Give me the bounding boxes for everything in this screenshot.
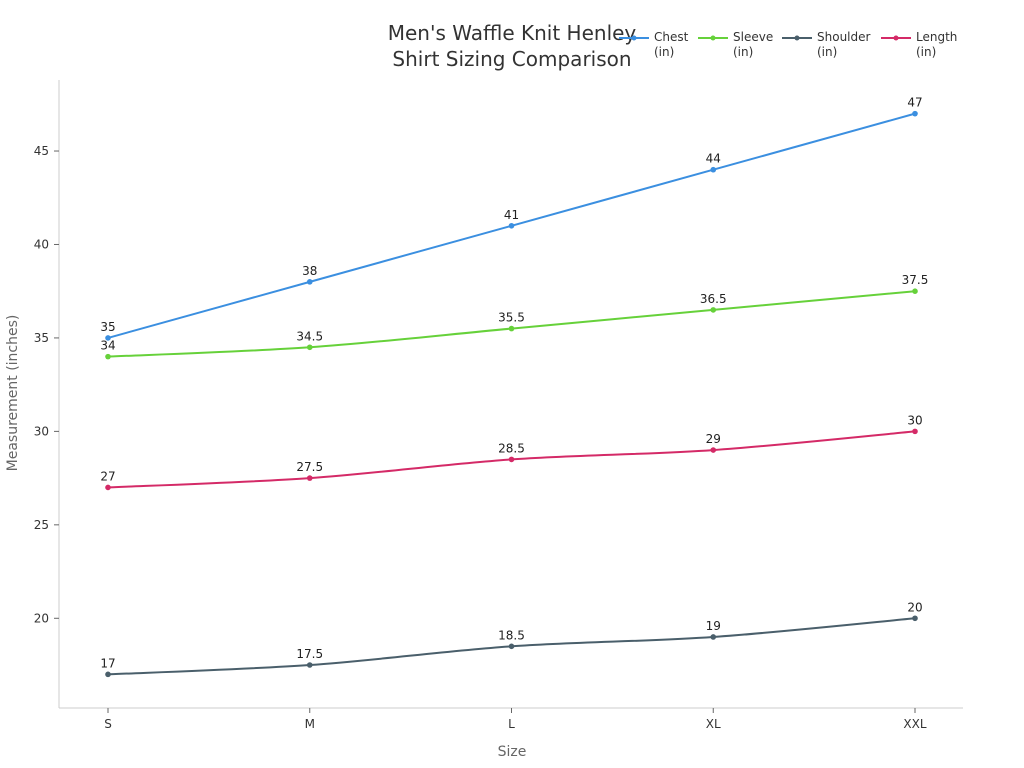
y-tick-label: 35 (34, 331, 49, 345)
data-label-length: 29 (706, 432, 721, 446)
data-label-length: 30 (907, 413, 922, 427)
data-label-sleeve: 36.5 (700, 292, 727, 306)
legend-unit-chest: (in) (654, 45, 675, 59)
data-label-length: 28.5 (498, 441, 525, 455)
series-layer: 35 38 41 44 47 34 34.5 35.5 36.5 37.5 17 17.5 18.5 19… (100, 96, 928, 678)
legend-unit-shoulder: (in) (817, 45, 838, 59)
x-tick-label: M (305, 717, 315, 731)
data-label-shoulder: 17 (100, 656, 115, 670)
chart-title-line-2: Shirt Sizing Comparison (392, 47, 632, 71)
data-point-sleeve[interactable] (710, 307, 717, 313)
data-label-chest: 41 (504, 208, 519, 222)
y-tick-label: 25 (34, 518, 49, 532)
legend-swatch-chest (619, 35, 649, 41)
data-point-length[interactable] (306, 475, 313, 481)
data-label-chest: 44 (706, 152, 721, 166)
x-tick-label: XL (706, 717, 721, 731)
data-point-shoulder[interactable] (508, 643, 515, 650)
data-label-sleeve: 35.5 (498, 311, 525, 325)
chart-title: Men's Waffle Knit Henley Shirt Sizing Co… (362, 20, 662, 72)
y-tick-label: 30 (34, 424, 49, 438)
data-point-chest[interactable] (105, 335, 111, 341)
data-point-shoulder[interactable] (105, 671, 111, 678)
legend-unit-sleeve: (in) (733, 45, 754, 59)
series-chest: 35 38 41 44 47 (100, 96, 923, 341)
data-point-sleeve[interactable] (306, 344, 313, 351)
x-tick-label: S (104, 717, 112, 731)
data-point-sleeve[interactable] (912, 288, 918, 295)
legend-unit-length: (in) (916, 45, 937, 59)
data-point-sleeve[interactable] (105, 353, 111, 360)
legend-label-sleeve: Sleeve (733, 30, 774, 44)
data-label-shoulder: 19 (706, 619, 721, 633)
data-point-sleeve[interactable] (508, 325, 515, 332)
y-axis-title: Measurement (inches) (5, 315, 21, 472)
legend-swatch-sleeve (698, 35, 728, 41)
data-label-sleeve: 37.5 (902, 273, 929, 287)
data-label-length: 27 (100, 469, 115, 483)
x-axis-title: Size (498, 744, 527, 760)
data-label-length: 27.5 (296, 460, 323, 474)
series-length: 27 27.5 28.5 29 30 (100, 413, 923, 491)
chart-title-line-1: Men's Waffle Knit Henley (387, 21, 637, 45)
chart-axes: 20 25 30 35 40 45 S M L XL XXL (34, 80, 963, 731)
series-shoulder: 17 17.5 18.5 19 20 (100, 600, 923, 678)
legend-label-shoulder: Shoulder (817, 30, 871, 44)
y-tick-label: 20 (34, 611, 49, 625)
legend-label-length: Length (916, 30, 958, 44)
data-point-shoulder[interactable] (306, 662, 313, 668)
y-tick-label: 45 (34, 144, 49, 158)
legend-label-chest: Chest (654, 30, 689, 44)
data-label-shoulder: 17.5 (296, 647, 323, 661)
data-point-length[interactable] (508, 456, 515, 463)
data-point-length[interactable] (912, 428, 918, 435)
data-label-chest: 47 (907, 96, 922, 110)
data-point-chest[interactable] (912, 110, 918, 117)
data-point-length[interactable] (105, 484, 111, 491)
x-tick-label: L (508, 717, 515, 731)
data-label-shoulder: 20 (907, 600, 922, 614)
data-point-chest[interactable] (508, 222, 515, 229)
data-point-chest[interactable] (710, 166, 717, 173)
data-label-chest: 35 (100, 320, 115, 334)
data-point-chest[interactable] (306, 279, 313, 285)
data-point-shoulder[interactable] (710, 634, 717, 640)
series-sleeve: 34 34.5 35.5 36.5 37.5 (100, 273, 929, 360)
data-point-length[interactable] (710, 447, 717, 453)
data-label-shoulder: 18.5 (498, 628, 525, 642)
legend-swatch-shoulder (782, 35, 812, 41)
data-point-shoulder[interactable] (912, 615, 918, 622)
data-label-sleeve: 34.5 (296, 329, 323, 343)
data-label-chest: 38 (302, 264, 317, 278)
data-label-sleeve: 34 (100, 339, 115, 353)
y-tick-label: 40 (34, 237, 49, 251)
x-tick-label: XXL (903, 717, 926, 731)
legend-swatch-length (881, 35, 911, 41)
